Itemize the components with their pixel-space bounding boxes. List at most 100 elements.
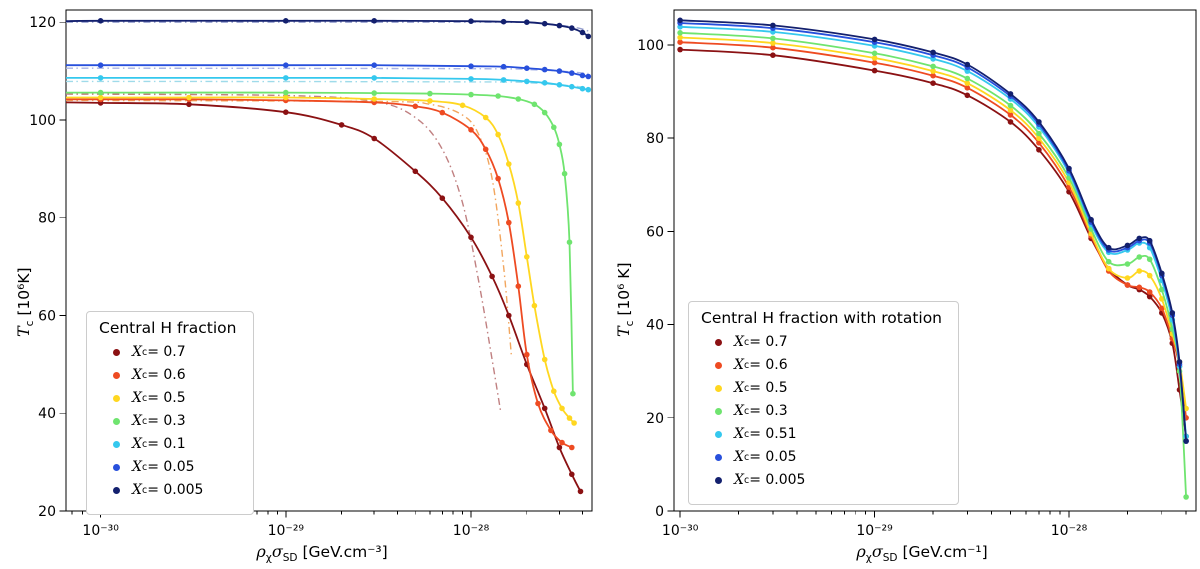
x-tick-label: 10⁻³⁰	[662, 523, 699, 539]
data-marker-xc-0.005	[500, 18, 507, 25]
data-marker-xc-0.005	[541, 20, 548, 27]
legend-title: Central H fraction	[99, 319, 237, 337]
right-chart-panel: 10⁻³⁰ 10⁻²⁹ 10⁻²⁸ 0 20 40 60 80 100 Tc [10⁶ K] ρ…	[600, 0, 1200, 569]
data-marker-xc-0.1	[579, 85, 586, 92]
data-marker-rot-xc-0.3	[1183, 494, 1189, 500]
data-marker-xc-0.6	[468, 127, 474, 133]
data-marker-rot-xc-0.005	[1183, 438, 1189, 444]
data-marker-rot-xc-0.005	[930, 49, 936, 56]
data-marker-rot-xc-0.5	[1105, 265, 1112, 272]
data-marker-xc-0.1	[569, 83, 575, 90]
y-tick-label: 60	[38, 308, 56, 324]
legend-marker-icon	[715, 338, 722, 346]
data-marker-xc-0.5	[559, 405, 565, 412]
data-marker-xc-0.5	[541, 356, 548, 363]
data-marker-rot-xc-0.5	[1146, 272, 1153, 279]
data-marker-rot-xc-0.005	[871, 36, 878, 43]
data-marker-xc-0.6	[515, 283, 522, 290]
data-marker-xc-0.5	[371, 96, 378, 102]
data-marker-xc-0.05	[541, 66, 548, 73]
data-marker-xc-0.6	[482, 146, 489, 153]
data-marker-rot-xc-0.5	[1183, 405, 1189, 412]
y-tick-label: 0	[655, 504, 664, 520]
data-marker-xc-0.6	[569, 444, 575, 451]
legend-marker-icon	[715, 476, 722, 484]
data-marker-xc-0.3	[371, 90, 378, 96]
data-marker-rot-xc-0.6	[1159, 305, 1165, 312]
data-marker-rot-xc-0.5	[871, 55, 878, 61]
legend-marker-icon	[113, 417, 120, 425]
data-marker-xc-0.3	[283, 89, 289, 96]
series-line-xc-0.7	[66, 101, 582, 492]
data-marker-rot-xc-0.7	[964, 92, 971, 99]
data-marker-rot-xc-0.3	[1036, 130, 1042, 137]
data-marker-rot-xc-0.6	[1146, 289, 1153, 295]
data-marker-xc-0.3	[97, 89, 104, 96]
data-marker-rot-xc-0.7	[1007, 119, 1014, 125]
data-marker-xc-0.5	[186, 94, 192, 101]
series-group	[66, 18, 592, 495]
data-marker-rot-xc-0.3	[1124, 261, 1131, 267]
data-marker-rot-xc-0.7	[871, 67, 878, 74]
series-line-dashdot-xc-0.7	[66, 93, 502, 414]
data-marker-xc-0.5	[427, 98, 433, 104]
series-line-dashdot-xc-0.005	[66, 21, 589, 32]
legend-marker-icon	[113, 371, 120, 379]
data-marker-xc-0.7	[569, 471, 575, 478]
data-marker-rot-xc-0.3	[964, 75, 971, 82]
data-marker-xc-0.3	[541, 109, 548, 116]
data-marker-rot-xc-0.7	[770, 52, 776, 58]
legend-marker-icon	[113, 394, 120, 402]
data-marker-rot-xc-0.7	[1036, 147, 1042, 153]
data-marker-xc-0.1	[371, 75, 378, 81]
data-marker-xc-0.5	[506, 161, 512, 167]
data-marker-xc-0.6	[495, 175, 501, 182]
data-marker-xc-0.05	[524, 65, 530, 71]
data-marker-xc-0.1	[283, 75, 289, 81]
data-marker-xc-0.05	[579, 72, 586, 79]
plot-frame	[673, 9, 1197, 512]
data-marker-xc-0.5	[459, 102, 466, 109]
data-marker-rot-xc-0.005	[1105, 244, 1112, 251]
series-line-xc-0.6	[66, 98, 573, 449]
data-marker-rot-xc-0.7	[677, 46, 683, 53]
x-tick-label: 10⁻²⁹	[856, 523, 893, 539]
legend-marker-icon	[113, 440, 120, 448]
data-marker-rot-xc-0.3	[1007, 102, 1014, 109]
y-tick-label: 20	[38, 504, 56, 520]
data-marker-xc-0.7	[506, 312, 512, 319]
data-marker-rot-xc-0.3	[871, 50, 878, 57]
data-marker-xc-0.7	[577, 488, 584, 495]
data-marker-rot-xc-0.5	[964, 80, 971, 86]
data-marker-rot-xc-0.7	[1146, 293, 1153, 300]
data-marker-xc-0.3	[531, 101, 538, 108]
right-y-axis-label: Tc [10⁶ K]	[614, 261, 637, 337]
legend-marker-icon	[715, 430, 722, 438]
series-line-dashdot-xc-0.05	[66, 67, 589, 75]
data-marker-rot-xc-0.5	[930, 68, 936, 74]
data-marker-xc-0.005	[524, 19, 530, 26]
data-marker-rot-xc-0.6	[677, 39, 683, 45]
data-marker-rot-xc-0.3	[1136, 254, 1143, 260]
data-marker-rot-xc-0.3	[1159, 286, 1165, 293]
data-marker-rot-xc-0.005	[1159, 270, 1165, 277]
data-marker-rot-xc-0.7	[930, 80, 936, 86]
data-marker-xc-0.5	[551, 388, 557, 395]
data-marker-xc-0.05	[500, 63, 507, 70]
data-marker-xc-0.5	[571, 420, 577, 426]
data-marker-rot-xc-0.5	[770, 40, 776, 46]
data-marker-xc-0.05	[585, 73, 592, 80]
data-marker-xc-0.3	[427, 90, 433, 97]
data-marker-xc-0.5	[566, 415, 573, 421]
data-marker-xc-0.3	[566, 239, 573, 245]
y-tick-label: 100	[29, 113, 56, 129]
data-marker-xc-0.7	[468, 234, 474, 241]
